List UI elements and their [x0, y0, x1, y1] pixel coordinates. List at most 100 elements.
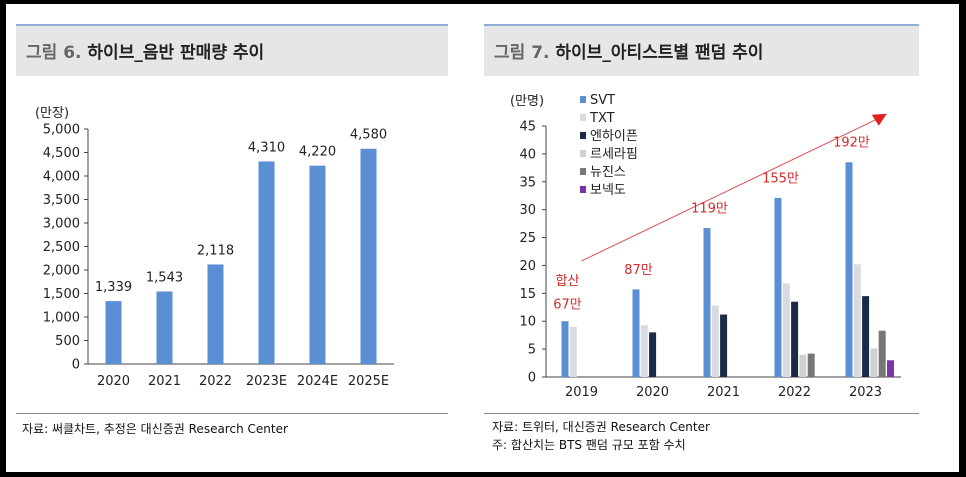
y-tick-label: 10: [519, 315, 536, 330]
footer-divider: [484, 413, 919, 414]
legend-label: 르세라핌: [590, 147, 638, 162]
total-annotation: 87만: [624, 263, 653, 278]
figure-title-text: 하이브_아티스트별 팬덤 추이: [555, 43, 764, 63]
x-tick-label: 2025E: [348, 374, 389, 389]
bar-엔하이픈: [791, 301, 799, 377]
y-tick-label: 3,500: [43, 193, 80, 208]
x-tick-label: 2022: [199, 374, 232, 389]
bar-SVT: [774, 197, 782, 377]
x-tick-label: 2020: [636, 385, 669, 400]
total-annotation: 합산: [556, 274, 580, 289]
y-tick-label: 1,500: [43, 287, 80, 302]
bar-뉴진스: [878, 330, 886, 377]
data-label: 2,118: [197, 243, 234, 258]
bar-뉴진스: [807, 353, 815, 377]
data-label: 4,580: [350, 128, 387, 143]
bar-SVT: [561, 321, 569, 377]
y-tick-label: 4,000: [43, 170, 80, 185]
figure-header: 그림 7. 하이브_아티스트별 팬덤 추이: [484, 24, 919, 76]
bar-SVT: [845, 162, 853, 377]
bar: [309, 165, 326, 364]
legend-swatch: [580, 132, 586, 139]
bar: [258, 161, 275, 364]
legend-swatch: [580, 168, 586, 175]
figure-label: 그림 7.: [494, 43, 550, 63]
data-label: 1,543: [146, 270, 183, 285]
trend-arrowhead: [871, 113, 887, 126]
y-tick-label: 25: [519, 231, 536, 246]
x-tick-label: 2019: [565, 385, 598, 400]
bar-TXT: [569, 326, 577, 377]
fandom-chart: (만명) 0 5 10 15 20 25 30 35 40 45 2019 2020 2021 2022 20…: [510, 93, 901, 400]
footnote: 주: 합산치는 BTS 팬덤 규모 포함 수치: [492, 438, 686, 452]
legend-label: 보넥도: [590, 183, 626, 198]
legend-label: 뉴진스: [590, 165, 626, 180]
y-tick-label: 20: [519, 259, 536, 274]
footer-divider: [16, 413, 448, 414]
trend-arrow-line: [581, 118, 879, 262]
source-note: 자료: 써클차트, 추정은 대신증권 Research Center: [22, 422, 288, 436]
total-annotation: 119만: [691, 201, 728, 216]
legend-label: TXT: [589, 111, 615, 126]
legend-label: SVT: [590, 93, 615, 108]
bar-TXT: [782, 283, 790, 377]
x-tick-label: 2024E: [297, 374, 338, 389]
y-tick-label: 35: [519, 175, 536, 190]
total-annotation: 155만: [762, 171, 799, 186]
bar-SVT: [632, 289, 640, 377]
y-tick-label: 45: [519, 120, 536, 135]
bar-르세라핌: [799, 354, 807, 377]
x-tick-label: 2023E: [246, 374, 287, 389]
bar-SVT: [703, 228, 711, 377]
source-note: 자료: 트위터, 대신증권 Research Center: [492, 420, 710, 434]
y-tick-label: 40: [519, 147, 536, 162]
data-label: 1,339: [95, 280, 132, 295]
x-tick-label: 2023: [849, 385, 882, 400]
x-tick-label: 2022: [778, 385, 811, 400]
y-tick-label: 0: [72, 358, 80, 373]
y-tick-label: 4,500: [43, 146, 80, 161]
y-tick-label: 3,000: [43, 217, 80, 232]
y-tick-label: 0: [528, 371, 536, 386]
y-tick-label: 30: [519, 203, 536, 218]
y-unit-label: (만장): [35, 106, 69, 121]
total-annotation: 192만: [833, 136, 870, 151]
figure-title: 그림 6. 하이브_음반 판매량 추이: [26, 38, 264, 63]
bar: [156, 291, 173, 364]
legend-swatch: [580, 96, 586, 103]
total-annotation: 67만: [553, 297, 582, 312]
bar-TXT: [640, 325, 648, 377]
figure-header: 그림 6. 하이브_음반 판매량 추이: [16, 24, 448, 76]
bar: [360, 148, 377, 364]
y-tick-label: 500: [55, 334, 80, 349]
data-label: 4,220: [299, 145, 336, 160]
x-tick-label: 2021: [148, 374, 181, 389]
album-sales-chart: (만장) 0 500 1,000 1,500 2,000 2,500 3,000 3,500 4,…: [35, 106, 394, 389]
bar: [105, 301, 122, 364]
x-tick-label: 2021: [707, 385, 740, 400]
legend-swatch: [580, 114, 586, 121]
figure-title-text: 하이브_음반 판매량 추이: [87, 43, 265, 63]
bar-엔하이픈: [862, 296, 870, 377]
figure-label: 그림 6.: [26, 43, 82, 63]
bar-보넥도: [887, 360, 894, 377]
figure-title: 그림 7. 하이브_아티스트별 팬덤 추이: [494, 38, 763, 63]
y-unit-label: (만명): [510, 94, 544, 109]
bar-엔하이픈: [720, 314, 728, 377]
bar: [207, 264, 224, 364]
bar-르세라핌: [870, 348, 878, 377]
y-tick-label: 2,000: [43, 264, 80, 279]
data-label: 4,310: [248, 140, 285, 155]
legend-swatch: [580, 186, 586, 193]
report-page: [6, 4, 959, 472]
y-tick-label: 2,500: [43, 240, 80, 255]
legend-label: 엔하이픈: [590, 129, 638, 144]
y-tick-label: 15: [519, 287, 536, 302]
y-tick-label: 5,000: [43, 123, 80, 138]
x-tick-label: 2020: [97, 374, 130, 389]
bar-TXT: [853, 264, 861, 377]
bar-엔하이픈: [649, 332, 657, 377]
bar-TXT: [711, 305, 719, 377]
y-tick-label: 5: [528, 343, 536, 358]
y-tick-label: 1,000: [43, 311, 80, 326]
